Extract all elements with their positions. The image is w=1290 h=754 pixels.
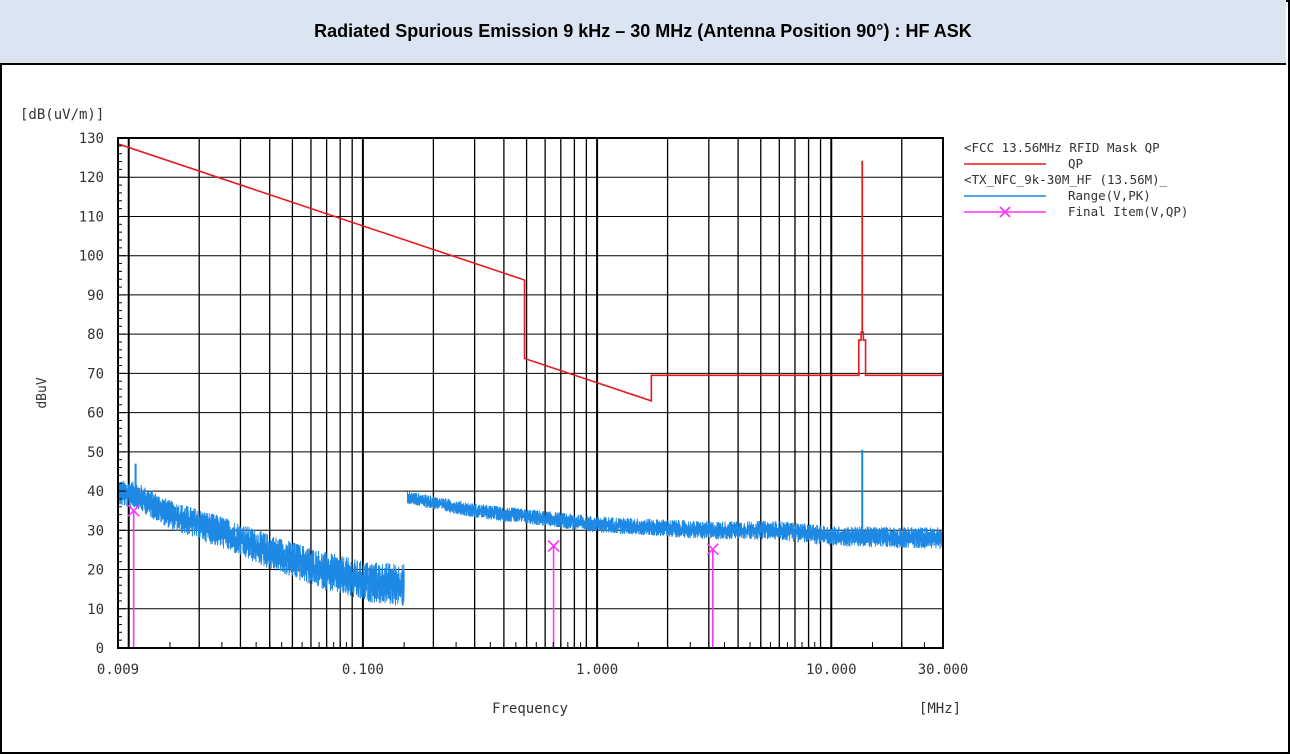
x-tick-label: 30.000 xyxy=(918,662,969,678)
y-unit-label: [dB(uV/m)] xyxy=(20,107,104,123)
grid-layer xyxy=(118,137,943,649)
axis-layer: 0 10 20 30 40 50 60 70 80 90 100 110 120 130 0.009 0.10… xyxy=(20,107,968,717)
y-tick-label: 100 xyxy=(79,249,104,265)
page-title: Radiated Spurious Emission 9 kHz – 30 MH… xyxy=(314,21,972,41)
plot-area-border xyxy=(117,137,944,649)
x-tick-label: 0.009 xyxy=(97,662,139,678)
y-tick-label: 130 xyxy=(79,131,104,147)
final-item-marker xyxy=(127,504,140,517)
x-axis-label: Frequency xyxy=(492,701,568,717)
x-tick-label: 0.100 xyxy=(342,662,384,678)
y-tick-label: 40 xyxy=(87,484,104,500)
legend-entry-label: QP xyxy=(1068,156,1083,171)
final-item-marker xyxy=(547,539,560,553)
y-tick-label: 20 xyxy=(87,563,104,579)
y-tick-label: 30 xyxy=(87,523,104,539)
y-tick-label: 0 xyxy=(96,641,104,657)
y-tick-label: 110 xyxy=(79,209,104,225)
final-item-marker xyxy=(706,543,719,556)
title-bar: Radiated Spurious Emission 9 kHz – 30 MH… xyxy=(0,0,1286,65)
pk-trace-high xyxy=(406,491,944,550)
legend-entry-label: Range(V,PK) xyxy=(1068,188,1151,203)
x-unit-label: [MHz] xyxy=(919,701,961,717)
pk-trace-low xyxy=(117,480,405,606)
legend-group-title: <TX_NFC_9k-30M_HF (13.56M)_ xyxy=(964,172,1168,187)
series-layer xyxy=(117,143,944,648)
y-tick-label: 80 xyxy=(87,327,104,343)
y-tick-label: 120 xyxy=(79,170,104,186)
legend-marker xyxy=(999,206,1011,218)
y-tick-label: 70 xyxy=(87,366,104,382)
x-tick-label: 1.000 xyxy=(576,662,618,678)
y-tick-label: 60 xyxy=(87,406,104,422)
x-tick-label: 10.000 xyxy=(806,662,857,678)
legend: <FCC 13.56MHz RFID Mask QPQP<TX_NFC_9k-3… xyxy=(964,140,1188,219)
y-tick-label: 50 xyxy=(87,445,104,461)
y-axis-label: dBuV xyxy=(35,377,50,408)
y-tick-label: 90 xyxy=(87,288,104,304)
legend-entry-label: Final Item(V,QP) xyxy=(1068,204,1188,219)
qp-limit-line xyxy=(117,143,943,402)
y-tick-label: 10 xyxy=(87,602,104,618)
legend-group-title: <FCC 13.56MHz RFID Mask QP xyxy=(964,140,1160,155)
